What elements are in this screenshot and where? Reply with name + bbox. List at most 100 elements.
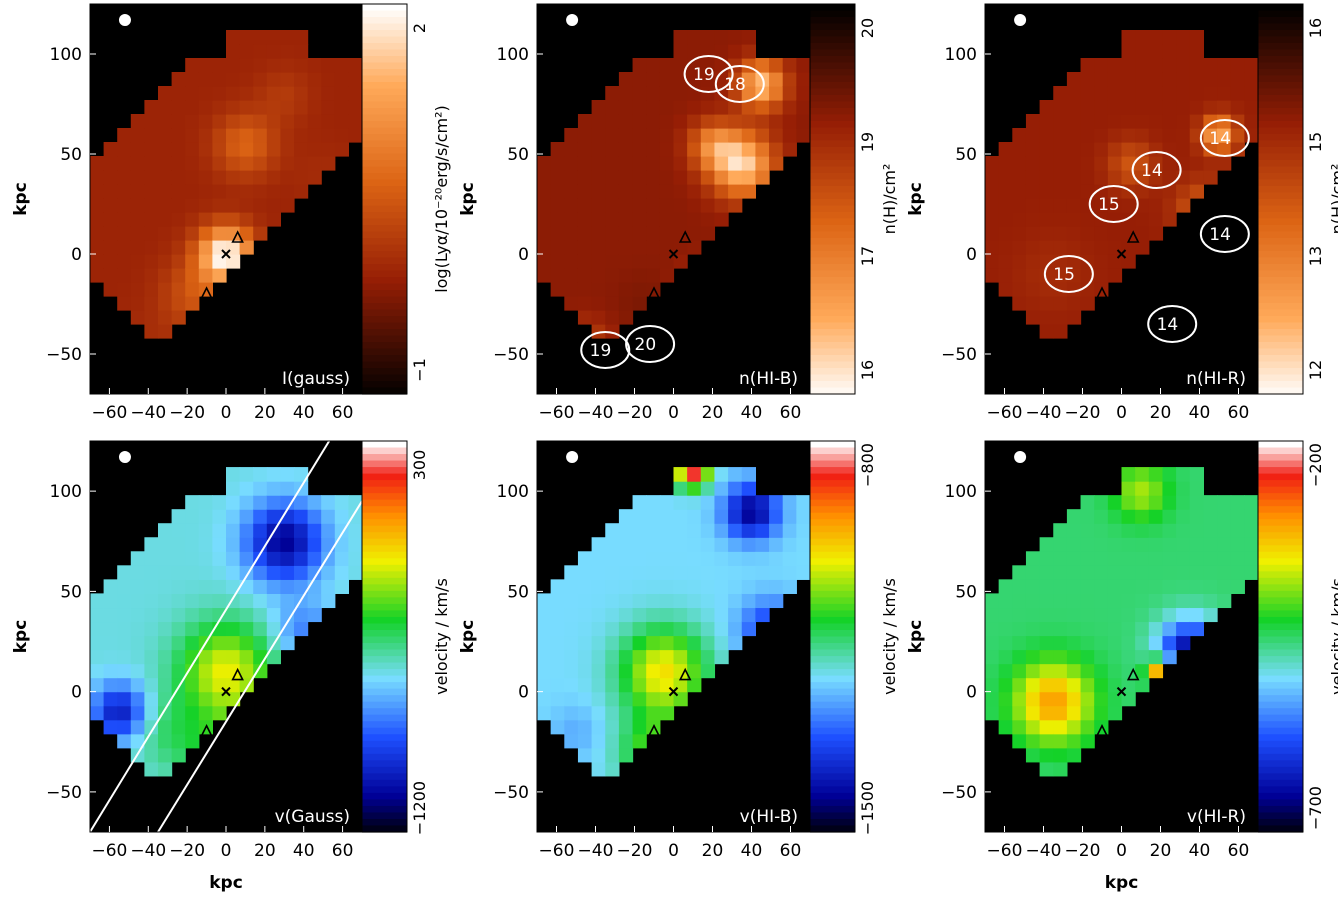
map-cell	[605, 537, 620, 552]
contour-label: 14	[1141, 161, 1163, 181]
map-cell	[1203, 170, 1218, 185]
map-cell	[158, 649, 173, 665]
map-cell	[1080, 691, 1095, 707]
map-cell	[550, 254, 565, 269]
map-cell	[90, 198, 105, 213]
map-cell	[769, 100, 784, 115]
map-cell	[646, 537, 661, 552]
map-cell	[253, 607, 268, 623]
colorbar-segment	[1258, 147, 1303, 155]
map-cell	[659, 58, 675, 73]
y-tick-label: 0	[966, 245, 977, 265]
map-cell	[687, 212, 702, 227]
colorbar-tick-label: −1	[410, 358, 429, 382]
map-cell	[714, 523, 729, 538]
colorbar-segment	[362, 747, 407, 755]
colorbar-segment	[362, 701, 407, 709]
map-cell	[646, 254, 661, 269]
map-cell	[1066, 128, 1082, 143]
map-cell	[212, 184, 227, 199]
colorbar-tick-label: −800	[858, 443, 877, 487]
map-cell	[1176, 593, 1191, 609]
colorbar-segment	[810, 101, 855, 109]
map-cell	[591, 156, 606, 171]
map-cell	[1189, 156, 1204, 171]
map-cell	[646, 551, 661, 566]
colorbar-segment	[362, 82, 407, 90]
map-cell	[728, 100, 743, 115]
map-cell	[605, 705, 620, 721]
map-cell	[1244, 565, 1259, 580]
map-cell	[1039, 240, 1054, 255]
colorbar-label: log(Lyα/10⁻²⁰erg/s/cm²)	[432, 105, 451, 293]
map-cell	[1162, 635, 1177, 651]
map-cell	[632, 296, 647, 311]
map-cell	[171, 212, 186, 227]
colorbar-segment	[1258, 173, 1303, 181]
colorbar-segment	[810, 10, 855, 18]
map-cell	[185, 114, 200, 129]
map-cell	[130, 254, 145, 269]
map-cell	[537, 621, 552, 637]
map-cell	[103, 142, 118, 157]
map-cell	[130, 184, 145, 199]
map-cell	[171, 733, 186, 749]
map-cell	[741, 86, 756, 101]
map-cell	[537, 184, 552, 199]
map-cell	[1039, 761, 1054, 777]
map-cell	[1039, 100, 1054, 115]
map-cell	[1025, 310, 1041, 325]
map-cell	[280, 156, 295, 171]
map-cell	[144, 254, 159, 269]
map-cell	[564, 226, 579, 241]
map-cell	[158, 523, 173, 538]
map-cell	[1025, 649, 1041, 665]
map-cell	[687, 467, 702, 482]
map-cell	[714, 156, 729, 171]
colorbar-segment	[362, 753, 407, 761]
colorbar-segment	[810, 296, 855, 304]
map-cell	[591, 733, 606, 749]
map-cell	[90, 184, 105, 199]
map-cell	[1012, 621, 1027, 637]
map-cell	[1066, 296, 1082, 311]
map-cell	[1080, 156, 1095, 171]
map-cell	[266, 100, 281, 115]
map-cell	[564, 719, 579, 735]
colorbar-segment	[810, 493, 855, 501]
map-cell	[782, 72, 797, 87]
map-cell	[728, 481, 743, 496]
map-cell	[632, 495, 647, 510]
map-cell	[646, 565, 661, 580]
map-cell	[334, 114, 349, 129]
map-cell	[226, 58, 241, 73]
map-cell	[659, 226, 675, 241]
panel-4: v(Gauss)−60 −40 −20 0 20 40 60100500−50kpckpc3…	[11, 434, 451, 893]
map-cell	[1217, 565, 1232, 580]
map-cell	[321, 114, 336, 129]
colorbar-segment	[810, 643, 855, 651]
map-cell	[741, 114, 756, 129]
map-cell	[673, 128, 688, 143]
colorbar-segment	[362, 368, 407, 376]
map-cell	[239, 579, 254, 594]
map-cell	[673, 649, 688, 665]
map-cell	[334, 579, 349, 594]
map-cell	[550, 677, 565, 693]
map-cell	[564, 733, 579, 749]
map-cell	[1203, 100, 1218, 115]
map-cell	[618, 86, 634, 101]
map-cell	[741, 72, 756, 87]
map-cell	[130, 649, 145, 665]
map-cell	[618, 114, 634, 129]
map-cell	[714, 198, 729, 213]
map-cell	[998, 184, 1013, 199]
x-tick-label: 40	[1189, 403, 1211, 423]
map-cell	[1025, 240, 1041, 255]
map-cell	[659, 128, 675, 143]
map-cell	[1080, 579, 1095, 594]
map-cell	[198, 677, 213, 693]
map-cell	[591, 537, 606, 552]
map-cell	[728, 593, 743, 609]
colorbar-segment	[1258, 616, 1303, 625]
